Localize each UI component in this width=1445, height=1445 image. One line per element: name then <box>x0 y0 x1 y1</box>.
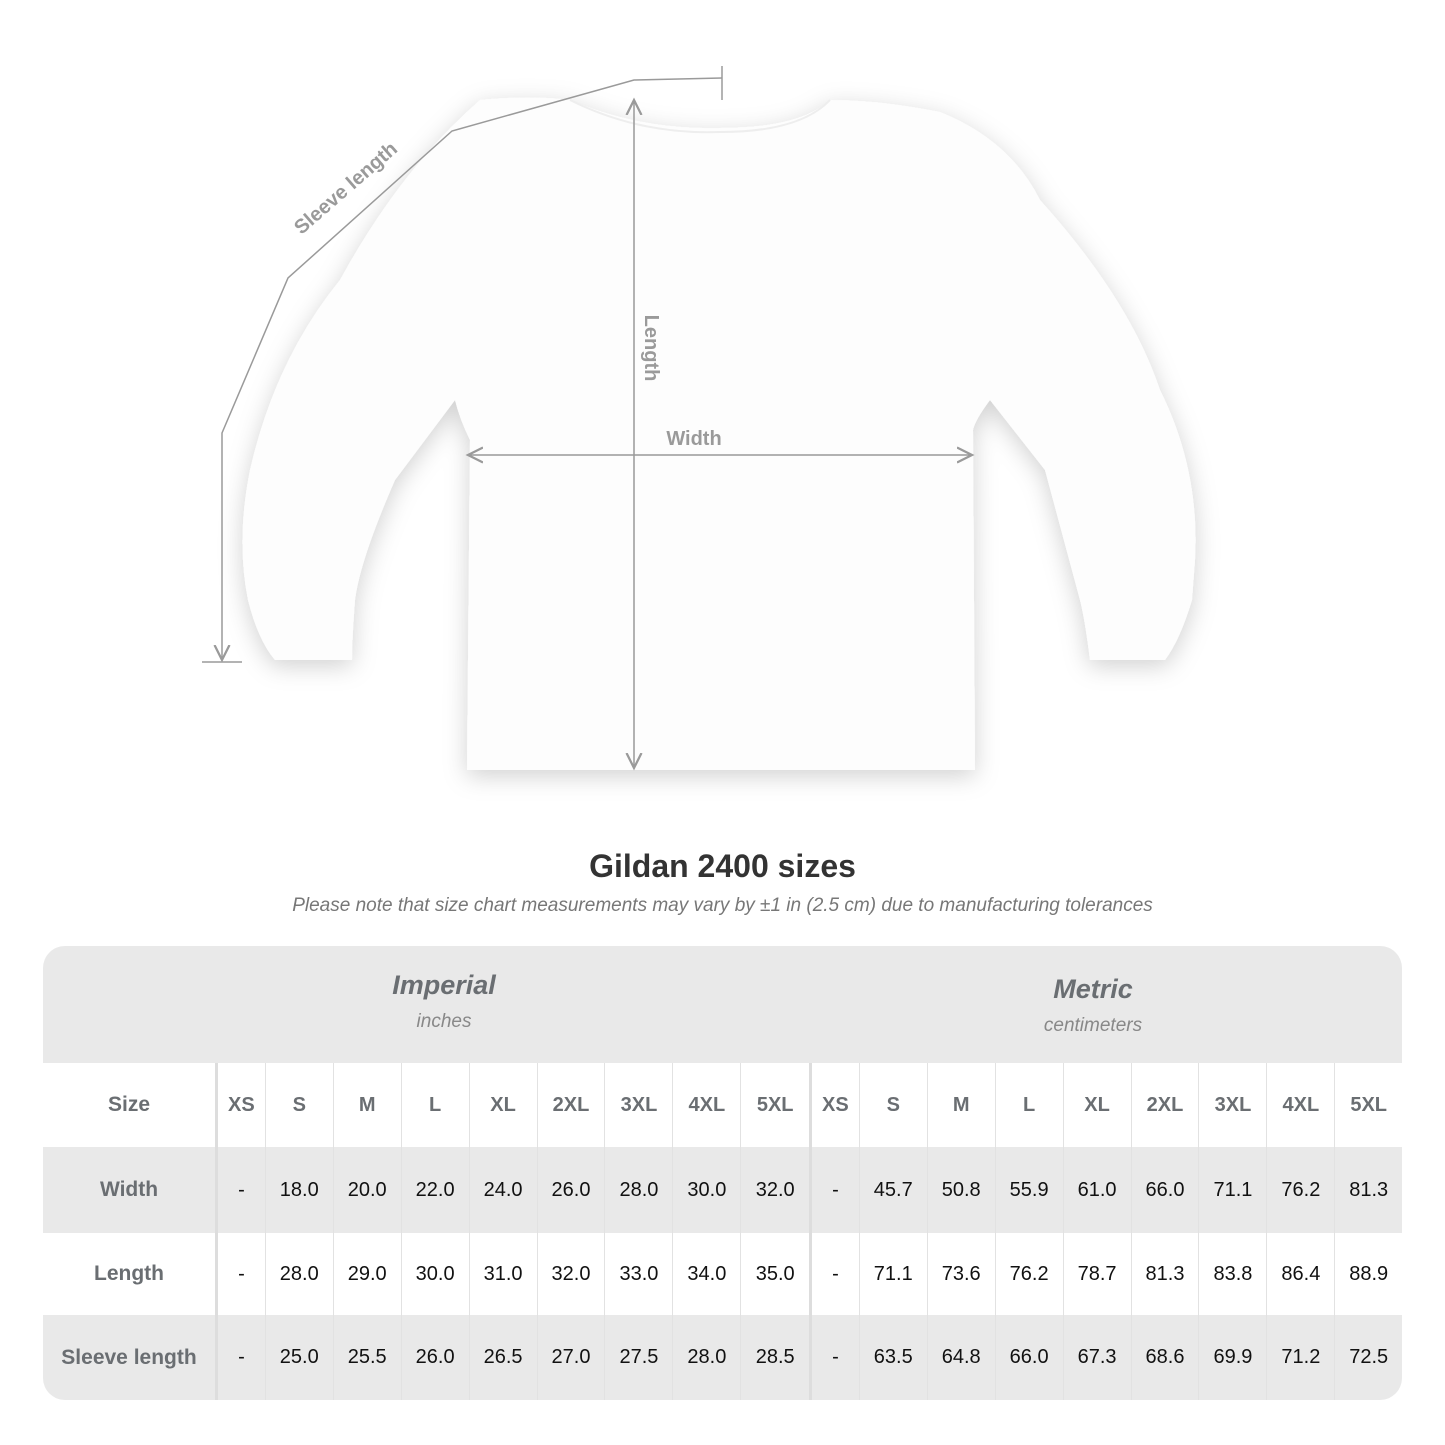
metric-title: Metric <box>1053 974 1133 1004</box>
metric-value-cell: 71.1 <box>858 1233 928 1315</box>
metric-value-cell: - <box>809 1315 860 1400</box>
imperial-value-cell: 32.0 <box>536 1233 605 1315</box>
imperial-value-cell: 35.0 <box>740 1233 811 1315</box>
imperial-size-5xl: 5XL <box>740 1063 811 1147</box>
width-label: Width <box>666 428 721 450</box>
length-label: Length <box>640 315 662 382</box>
imperial-value-cell: 33.0 <box>604 1233 673 1315</box>
metric-value-cell: 76.2 <box>994 1233 1064 1315</box>
table-row: Length -28.0 29.0 30.0 31.0 32.0 33.0 34.0 35.0-… <box>43 1233 1402 1315</box>
metric-value-cell: - <box>809 1233 860 1315</box>
metric-value-cell: 66.0 <box>1130 1147 1199 1233</box>
metric-size-xl: XL <box>1062 1063 1132 1147</box>
imperial-value-cell: 25.0 <box>264 1315 334 1400</box>
imperial-value-cell: 26.0 <box>400 1315 470 1400</box>
row-label: Width <box>43 1147 218 1233</box>
imperial-value-cell: 29.0 <box>332 1233 402 1315</box>
imperial-header: Imperial inches <box>215 970 673 1033</box>
metric-value-cell: 81.3 <box>1130 1233 1199 1315</box>
imperial-value-cell: 28.0 <box>604 1147 673 1233</box>
imperial-size-4xl: 4XL <box>672 1063 741 1147</box>
imperial-unit: inches <box>416 1011 472 1032</box>
imperial-size-xs: XS <box>216 1063 266 1147</box>
imperial-value-cell: 27.0 <box>536 1315 605 1400</box>
metric-value-cell: 61.0 <box>1062 1147 1132 1233</box>
metric-size-l: L <box>994 1063 1064 1147</box>
imperial-value-cell: 26.5 <box>468 1315 538 1400</box>
metric-value-cell: 76.2 <box>1266 1147 1335 1233</box>
metric-value-cell: - <box>809 1147 860 1233</box>
metric-value-cell: 45.7 <box>858 1147 928 1233</box>
metric-value-cell: 63.5 <box>858 1315 928 1400</box>
imperial-value-cell: 25.5 <box>332 1315 402 1400</box>
imperial-value-cell: 26.0 <box>536 1147 605 1233</box>
metric-value-cell: 72.5 <box>1334 1315 1402 1400</box>
metric-size-5xl: 5XL <box>1334 1063 1402 1147</box>
imperial-size-l: L <box>400 1063 470 1147</box>
metric-value-cell: 86.4 <box>1266 1233 1335 1315</box>
imperial-value-cell: 28.0 <box>672 1315 741 1400</box>
imperial-value-cell: - <box>216 1147 266 1233</box>
imperial-value-cell: 22.0 <box>400 1147 470 1233</box>
imperial-size-xl: XL <box>468 1063 538 1147</box>
table-row: Sleeve length -25.0 25.5 26.0 26.5 27.0 27.5 28… <box>43 1315 1402 1400</box>
imperial-value-cell: 34.0 <box>672 1233 741 1315</box>
imperial-value-cell: 20.0 <box>332 1147 402 1233</box>
imperial-size-s: S <box>264 1063 334 1147</box>
metric-value-cell: 55.9 <box>994 1147 1064 1233</box>
shirt-measurement-diagram: Sleeve length Length Width <box>202 66 1196 820</box>
metric-size-m: M <box>926 1063 996 1147</box>
metric-value-cell: 66.0 <box>994 1315 1064 1400</box>
metric-value-cell: 64.8 <box>926 1315 996 1400</box>
metric-value-cell: 68.6 <box>1130 1315 1199 1400</box>
imperial-size-3xl: 3XL <box>604 1063 673 1147</box>
imperial-size-m: M <box>332 1063 402 1147</box>
shirt-illustration <box>242 97 1196 770</box>
row-label: Sleeve length <box>43 1315 218 1400</box>
size-table: Imperial inches Metric centimeters Size X… <box>43 946 1402 1400</box>
size-header-row: Size XS S M L XL 2XL 3XL 4XL 5XL XS S M L XL 2XL 3XL 4XL 5… <box>43 1063 1402 1147</box>
metric-size-4xl: 4XL <box>1266 1063 1335 1147</box>
size-label: Size <box>43 1063 218 1147</box>
imperial-value-cell: 32.0 <box>740 1147 811 1233</box>
row-label: Length <box>43 1233 218 1315</box>
metric-value-cell: 83.8 <box>1198 1233 1267 1315</box>
imperial-value-cell: 30.0 <box>400 1233 470 1315</box>
imperial-title: Imperial <box>392 970 496 1000</box>
metric-value-cell: 78.7 <box>1062 1233 1132 1315</box>
imperial-value-cell: 18.0 <box>264 1147 334 1233</box>
size-grid: Size XS S M L XL 2XL 3XL 4XL 5XL XS S M L XL 2XL 3XL 4XL 5… <box>43 1063 1402 1400</box>
imperial-value-cell: 28.5 <box>740 1315 811 1400</box>
metric-value-cell: 71.1 <box>1198 1147 1267 1233</box>
chart-title: Gildan 2400 sizes <box>589 848 856 884</box>
metric-header: Metric centimeters <box>809 974 1377 1037</box>
imperial-size-2xl: 2XL <box>536 1063 605 1147</box>
imperial-value-cell: 30.0 <box>672 1147 741 1233</box>
table-row: Width -18.0 20.0 22.0 24.0 26.0 28.0 30.0 32.0-4… <box>43 1147 1402 1233</box>
metric-value-cell: 67.3 <box>1062 1315 1132 1400</box>
metric-size-xs: XS <box>809 1063 860 1147</box>
imperial-value-cell: 28.0 <box>264 1233 334 1315</box>
imperial-value-cell: - <box>216 1315 266 1400</box>
metric-value-cell: 73.6 <box>926 1233 996 1315</box>
metric-value-cell: 69.9 <box>1198 1315 1267 1400</box>
sleeve-length-line <box>202 66 723 663</box>
metric-value-cell: 71.2 <box>1266 1315 1335 1400</box>
imperial-value-cell: 31.0 <box>468 1233 538 1315</box>
metric-unit: centimeters <box>1043 1015 1143 1036</box>
metric-size-3xl: 3XL <box>1198 1063 1267 1147</box>
tolerance-note: Please note that size chart measurements… <box>292 895 1153 916</box>
metric-value-cell: 81.3 <box>1334 1147 1402 1233</box>
metric-value-cell: 50.8 <box>926 1147 996 1233</box>
metric-size-2xl: 2XL <box>1130 1063 1199 1147</box>
imperial-value-cell: 27.5 <box>604 1315 673 1400</box>
imperial-value-cell: 24.0 <box>468 1147 538 1233</box>
unit-header-band <box>43 946 1402 1063</box>
metric-size-s: S <box>858 1063 928 1147</box>
imperial-value-cell: - <box>216 1233 266 1315</box>
metric-value-cell: 88.9 <box>1334 1233 1402 1315</box>
